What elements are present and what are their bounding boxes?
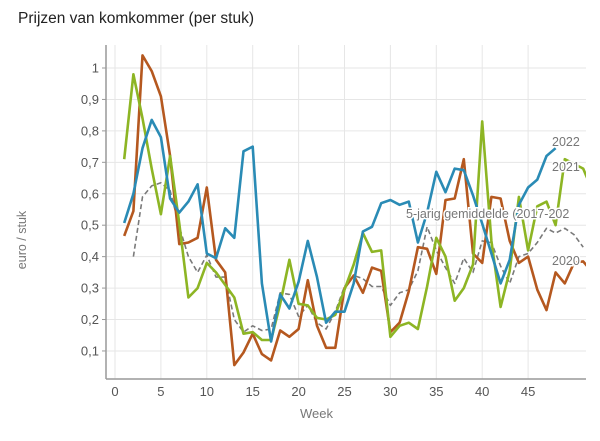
- series-label: 2020: [552, 254, 580, 268]
- y-tick-label: 0,4: [81, 249, 99, 264]
- x-tick-label: 10: [200, 384, 214, 399]
- y-tick-label: 0,1: [81, 343, 99, 358]
- y-tick-label: 0,2: [81, 312, 99, 327]
- x-tick-label: 45: [521, 384, 535, 399]
- x-tick-label: 25: [337, 384, 351, 399]
- series-group: [122, 54, 586, 367]
- series-label: 2022: [552, 135, 580, 149]
- x-tick-label: 35: [429, 384, 443, 399]
- series-line-2022: [122, 118, 557, 343]
- tick-labels: 0 5 10 15 20 25 30 35 40 45 0,1 0,2 0,3 0,4 0,5 0,6 0,7 0…: [81, 61, 535, 400]
- x-tick-label: 30: [383, 384, 397, 399]
- y-tick-label: 0,7: [81, 155, 99, 170]
- y-tick-label: 0,8: [81, 123, 99, 138]
- y-tick-label: 0,3: [81, 281, 99, 296]
- series-label: 5-jarig gemiddelde (2017-202: [406, 207, 569, 221]
- series-label: 2021: [552, 160, 580, 174]
- x-tick-label: 5: [157, 384, 164, 399]
- axes: [102, 45, 586, 380]
- x-tick-label: 0: [111, 384, 118, 399]
- series-labels: 2022 2021 5-jarig gemiddelde (2017-202 2020: [405, 134, 582, 270]
- x-tick-label: 20: [291, 384, 305, 399]
- y-tick-label: 0,9: [81, 92, 99, 107]
- x-tick-label: 40: [475, 384, 489, 399]
- x-axis-label: Week: [300, 406, 333, 421]
- x-tick-label: 15: [245, 384, 259, 399]
- y-tick-label: 0,5: [81, 218, 99, 233]
- grid: [106, 45, 586, 379]
- y-tick-label: 0,6: [81, 186, 99, 201]
- y-tick-label: 1: [92, 61, 99, 76]
- chart-title: Prijzen van komkommer (per stuk): [18, 10, 255, 27]
